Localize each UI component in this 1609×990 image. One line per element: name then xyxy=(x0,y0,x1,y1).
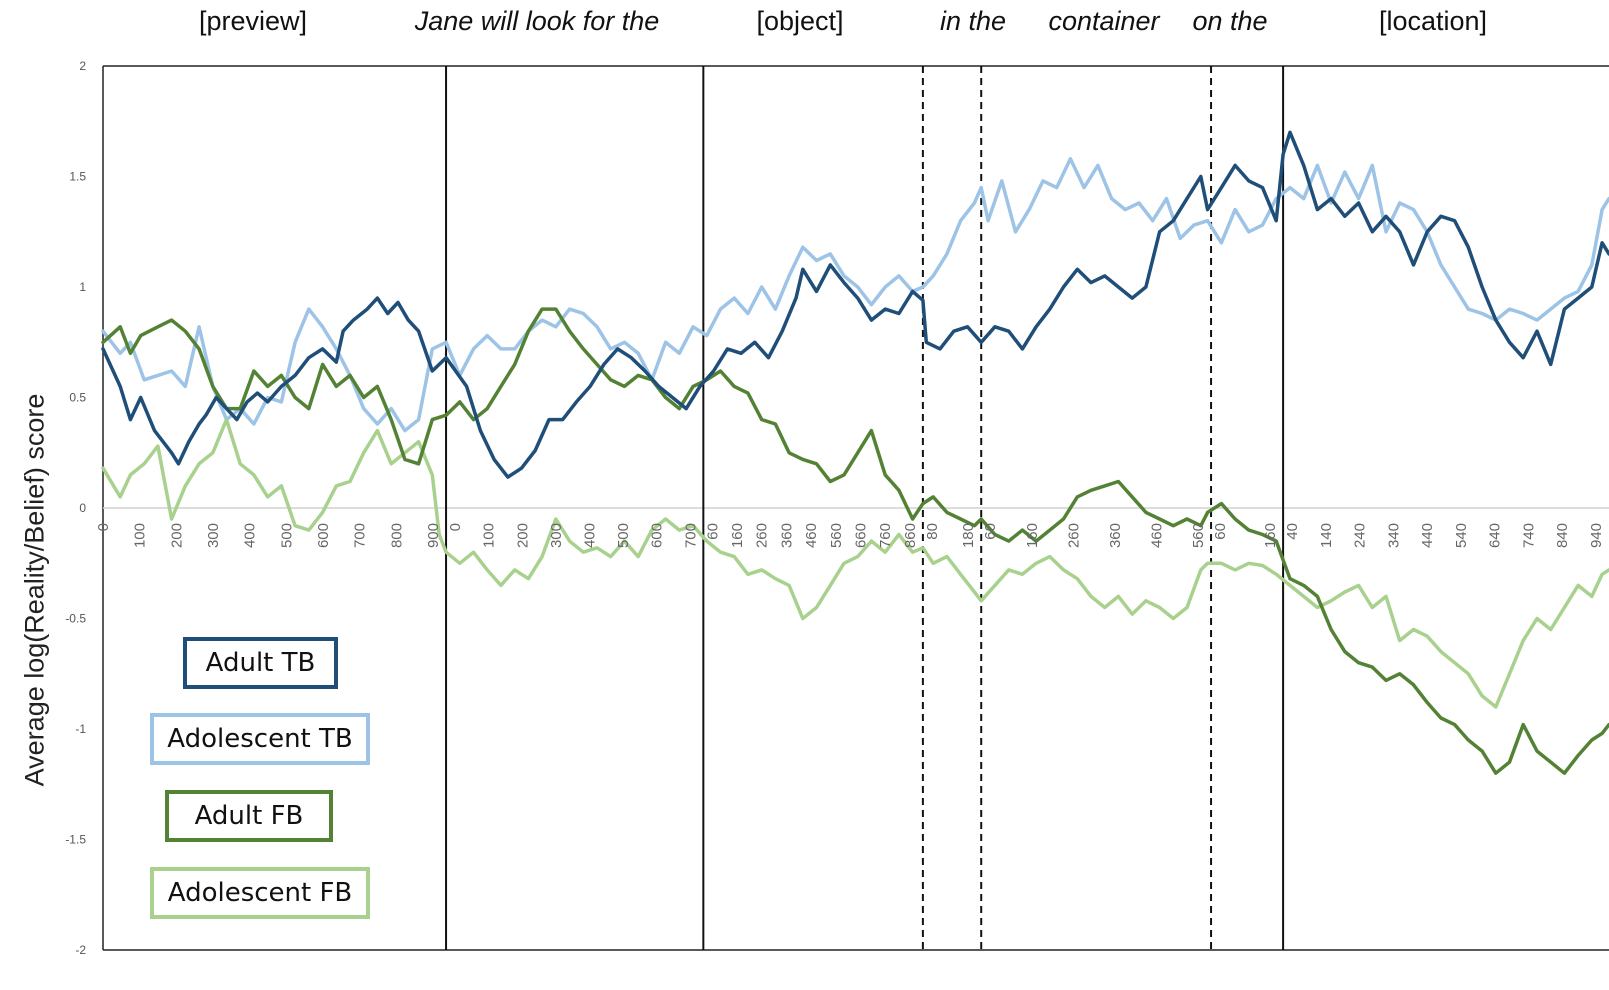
series-group xyxy=(101,130,1609,775)
segment-label: Jane will look for the xyxy=(414,6,660,36)
x-tick-label: 540 xyxy=(1453,523,1470,548)
x-tick-label: 340 xyxy=(1385,523,1402,548)
x-tick-label: 740 xyxy=(1520,523,1537,548)
y-tick-label: 0 xyxy=(79,501,86,515)
x-tick-label: 300 xyxy=(548,523,565,548)
x-tick-label: 640 xyxy=(1487,523,1504,548)
x-tick-label: 40 xyxy=(1284,523,1301,540)
x-tick-label: 900 xyxy=(425,523,442,548)
legend-item: Adult FB xyxy=(165,790,333,842)
x-tick-label: 160 xyxy=(1262,523,1279,548)
x-tick-label: 500 xyxy=(615,523,632,548)
y-tick-label: -2 xyxy=(75,943,86,957)
x-tick-label: 860 xyxy=(902,523,919,548)
legend-label: Adult FB xyxy=(194,801,304,831)
x-tick-label: 260 xyxy=(754,523,771,548)
series-line xyxy=(101,130,1609,479)
x-tick-label: 600 xyxy=(649,523,666,548)
x-tick-label: 500 xyxy=(278,523,295,548)
x-tick-label: 360 xyxy=(1107,523,1124,548)
y-tick-label: 1.5 xyxy=(69,170,86,184)
x-tick-label: 160 xyxy=(729,523,746,548)
x-tick-label: 200 xyxy=(514,523,531,548)
plot-frame-group xyxy=(102,65,1609,951)
x-tick-label: 700 xyxy=(682,523,699,548)
x-tick-label: 100 xyxy=(132,523,149,548)
x-tick-label: 240 xyxy=(1352,523,1369,548)
legend-item: Adolescent FB xyxy=(150,867,370,919)
x-tick-label: 660 xyxy=(853,523,870,548)
x-tick-label: 360 xyxy=(778,523,795,548)
series-line xyxy=(101,307,1609,775)
segment-label: [object] xyxy=(756,6,843,36)
x-tick-label: 760 xyxy=(877,523,894,548)
legend-item: Adolescent TB xyxy=(150,713,370,765)
x-tick-label: 60 xyxy=(704,523,721,540)
y-tick-group: 2 1.5 1 0.5 0 -0.5 -1 -1.5 -2 xyxy=(65,59,86,957)
series-line xyxy=(101,157,1609,433)
y-axis-title: Average log(Reality/Belief) score xyxy=(15,350,55,830)
x-tick-label: 440 xyxy=(1419,523,1436,548)
segment-label: [preview] xyxy=(199,6,307,36)
y-tick-label: 0.5 xyxy=(69,391,86,405)
y-tick-label: -1.5 xyxy=(65,833,86,847)
x-tick-label: 460 xyxy=(803,523,820,548)
x-tick-label: 60 xyxy=(1212,523,1229,540)
y-tick-label: 2 xyxy=(79,59,86,73)
x-tick-label: 560 xyxy=(1190,523,1207,548)
x-tick-label: 140 xyxy=(1318,523,1335,548)
y-tick-label: -0.5 xyxy=(65,612,86,626)
x-tick-label: 60 xyxy=(982,523,999,540)
x-tick-label: 0 xyxy=(95,523,112,531)
legend-item: Adult TB xyxy=(183,637,338,689)
x-tick-label: 300 xyxy=(205,523,222,548)
x-tick-label: 800 xyxy=(388,523,405,548)
x-tick-label: 100 xyxy=(481,523,498,548)
x-tick-label: 180 xyxy=(960,523,977,548)
x-tick-label: 560 xyxy=(828,523,845,548)
x-tick-label: 700 xyxy=(352,523,369,548)
segment-label: [location] xyxy=(1379,6,1487,36)
x-tick-label: 400 xyxy=(242,523,259,548)
x-tick-label: 940 xyxy=(1588,523,1605,548)
legend-label: Adolescent FB xyxy=(167,878,353,908)
y-axis-title-text: Average log(Reality/Belief) score xyxy=(19,393,50,787)
x-tick-label: 400 xyxy=(582,523,599,548)
legend-label: Adult TB xyxy=(205,648,316,678)
segment-header-group: [preview] Jane will look for the [object] i… xyxy=(199,6,1487,36)
x-tick-label: 200 xyxy=(168,523,185,548)
y-tick-label: 1 xyxy=(79,280,86,294)
x-tick-label: 600 xyxy=(315,523,332,548)
x-tick-label: 840 xyxy=(1554,523,1571,548)
segment-label: on the xyxy=(1192,6,1267,36)
x-tick-label: 460 xyxy=(1148,523,1165,548)
x-tick-label: 260 xyxy=(1065,523,1082,548)
x-tick-label: 80 xyxy=(924,523,941,540)
x-tick-label: 160 xyxy=(1024,523,1041,548)
legend-label: Adolescent TB xyxy=(167,724,353,754)
series-line xyxy=(101,417,1609,709)
x-tick-label: 0 xyxy=(447,523,464,531)
segment-label: in the xyxy=(940,6,1006,36)
segment-label: container xyxy=(1048,6,1160,36)
y-tick-label: -1 xyxy=(75,722,86,736)
x-tick-group: 0 100 200 300 400 500 600 700 800 900 0 100 200 300 40… xyxy=(95,523,1605,548)
